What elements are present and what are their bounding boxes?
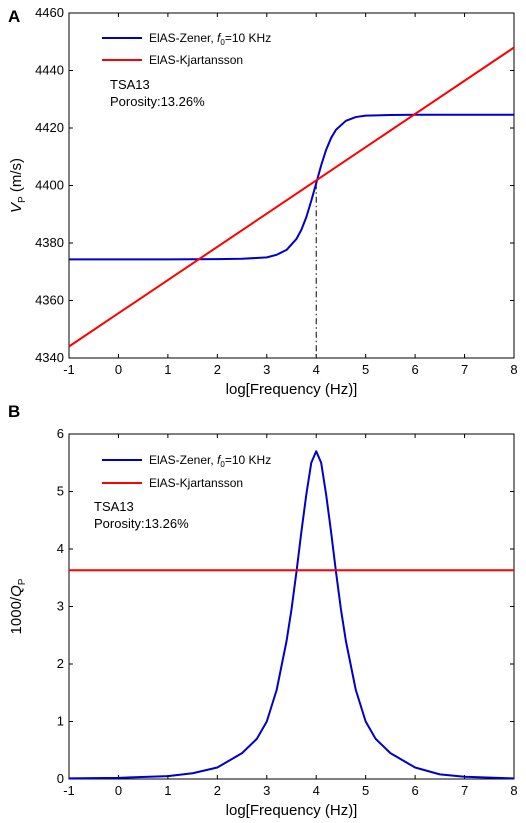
y-axis-label: 1000/QP bbox=[8, 578, 28, 634]
x-tick-label: 2 bbox=[214, 783, 221, 798]
x-tick-label: -1 bbox=[63, 783, 75, 798]
legend-label: ElAS-Zener, f0=10 KHz bbox=[149, 453, 271, 469]
legend-label: ElAS-Zener, f0=10 KHz bbox=[149, 31, 271, 47]
x-tick-label: 3 bbox=[263, 362, 270, 377]
y-tick-label: 4440 bbox=[35, 63, 64, 78]
x-tick-label: 4 bbox=[313, 362, 320, 377]
x-tick-label: 6 bbox=[411, 362, 418, 377]
y-tick-label: 4360 bbox=[35, 293, 64, 308]
x-tick-label: 8 bbox=[510, 783, 517, 798]
y-tick-label: 1 bbox=[57, 714, 64, 729]
y-tick-label: 4340 bbox=[35, 350, 64, 365]
x-tick-label: 3 bbox=[263, 783, 270, 798]
x-axis-label: log[Frequency (Hz)] bbox=[226, 381, 358, 398]
y-tick-label: 5 bbox=[57, 484, 64, 499]
x-tick-label: 1 bbox=[164, 362, 171, 377]
y-tick-label: 0 bbox=[57, 771, 64, 786]
y-tick-label: 2 bbox=[57, 656, 64, 671]
x-tick-label: 4 bbox=[313, 783, 320, 798]
annotation-porosity: Porosity:13.26% bbox=[110, 94, 205, 109]
x-tick-label: -1 bbox=[63, 362, 75, 377]
y-tick-label: 6 bbox=[57, 426, 64, 441]
x-tick-label: 1 bbox=[164, 783, 171, 798]
series-line-zener bbox=[69, 113, 514, 261]
annotation-porosity: Porosity:13.26% bbox=[94, 516, 189, 531]
x-tick-label: 7 bbox=[461, 362, 468, 377]
y-tick-label: 3 bbox=[57, 599, 64, 614]
x-tick-label: 2 bbox=[214, 362, 221, 377]
x-tick-label: 7 bbox=[461, 783, 468, 798]
legend-label: ElAS-Kjartansson bbox=[149, 53, 243, 67]
x-tick-label: 8 bbox=[510, 362, 517, 377]
panel-label: B bbox=[8, 402, 20, 421]
y-tick-label: 4420 bbox=[35, 120, 64, 135]
x-tick-label: 0 bbox=[115, 362, 122, 377]
x-tick-label: 6 bbox=[411, 783, 418, 798]
x-axis-label: log[Frequency (Hz)] bbox=[226, 802, 358, 819]
annotation-sample: TSA13 bbox=[94, 499, 134, 514]
chart-panel-A: A -1 0 1 2 3 4 5 6 7 8 4340 4360 4380 4400 4420 4440 4460… bbox=[8, 5, 518, 398]
y-axis-label: VP (m/s) bbox=[8, 158, 28, 213]
x-tick-label: 5 bbox=[362, 362, 369, 377]
panel-label: A bbox=[8, 7, 20, 26]
legend-label: ElAS-Kjartansson bbox=[149, 476, 243, 490]
y-tick-label: 4400 bbox=[35, 178, 64, 193]
y-tick-label: 4460 bbox=[35, 5, 64, 20]
series-line-kjartansson bbox=[68, 46, 515, 348]
annotation-sample: TSA13 bbox=[110, 77, 150, 92]
series-line-zener bbox=[68, 450, 515, 780]
plot-frame bbox=[68, 12, 515, 359]
y-tick-label: 4380 bbox=[35, 235, 64, 250]
y-tick-label: 4 bbox=[57, 541, 64, 556]
x-tick-label: 5 bbox=[362, 783, 369, 798]
x-tick-label: 0 bbox=[115, 783, 122, 798]
